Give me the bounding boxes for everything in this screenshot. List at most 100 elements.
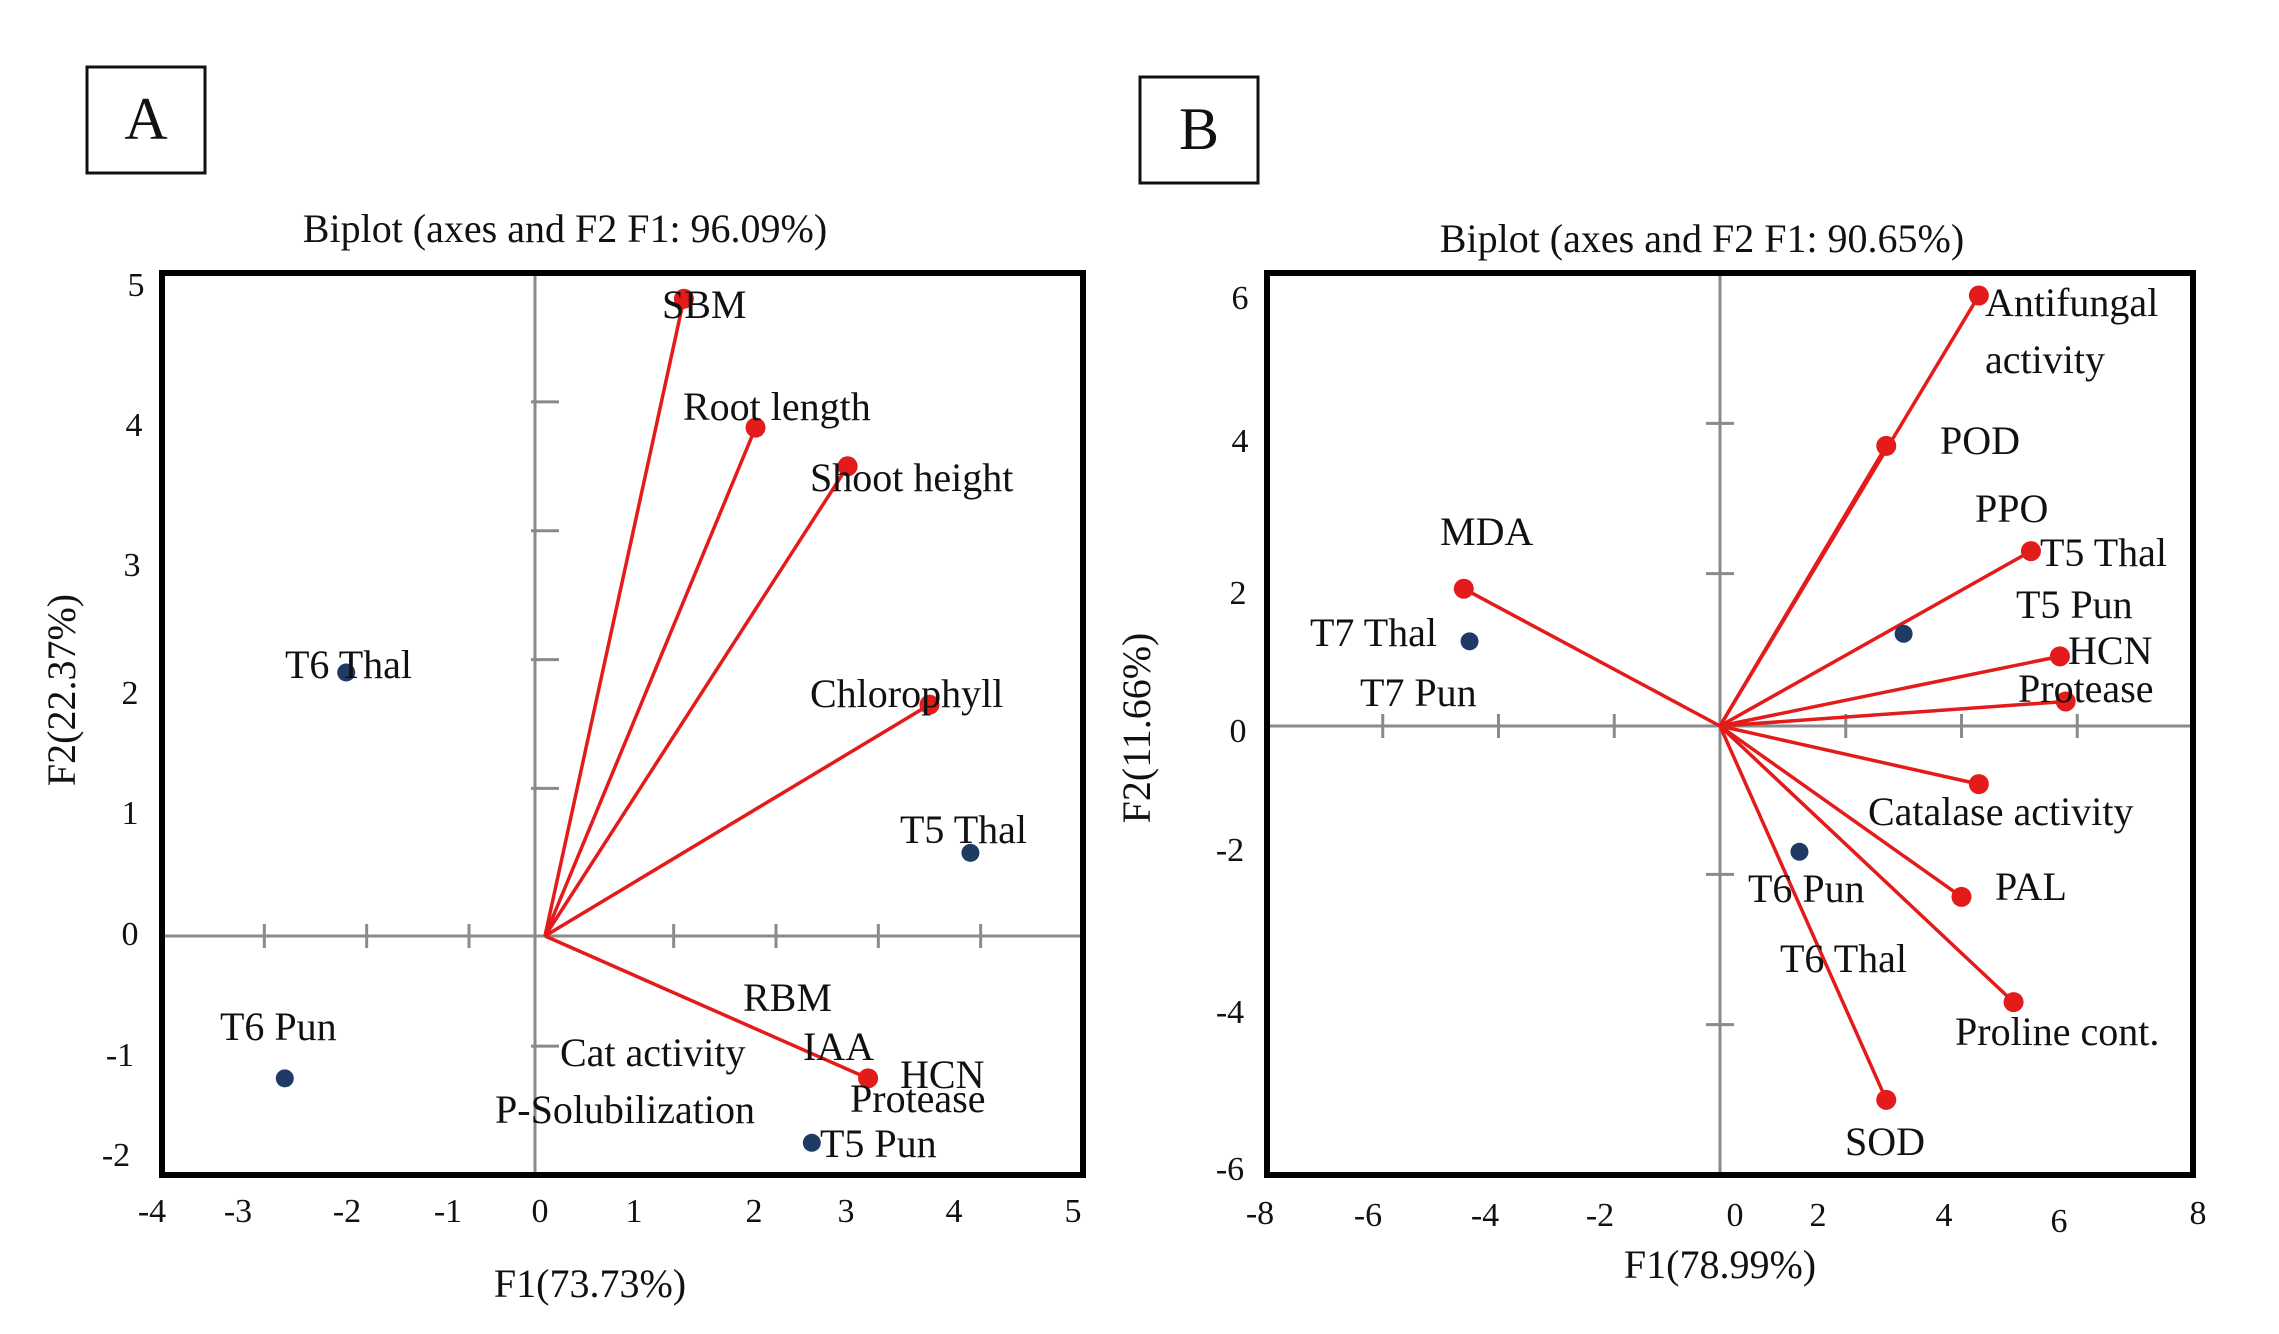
- observation-label: T7 Thal: [1310, 610, 1437, 655]
- variable-label: activity: [1985, 337, 2105, 382]
- x-tick-label: 0: [1727, 1197, 1744, 1234]
- panel-b-observations: [1461, 625, 1913, 861]
- variable-label: SBM: [662, 282, 747, 327]
- loading-vector: [1720, 446, 1886, 726]
- loading-vector: [1720, 551, 2031, 726]
- y-tick-label: 3: [124, 547, 141, 584]
- loading-point: [1952, 887, 1972, 907]
- variable-label: MDA: [1440, 509, 1533, 554]
- x-tick-label: 8: [2190, 1195, 2207, 1232]
- panel-a-y-tick-labels: 5 4 3 2 1 0 -1 -2: [102, 267, 145, 1174]
- loading-vector: [545, 705, 930, 936]
- panel-b-x-tick-labels: -8 -6 -4 -2 0 2 4 6 8: [1246, 1195, 2207, 1240]
- observation-label: T5 Pun: [820, 1121, 937, 1166]
- loading-vector: [545, 299, 684, 936]
- x-tick-label: 6: [2051, 1203, 2068, 1240]
- x-tick-label: -4: [138, 1193, 166, 1230]
- observation-point: [1461, 632, 1479, 650]
- y-tick-label: 0: [122, 916, 139, 953]
- y-tick-label: -1: [106, 1037, 134, 1074]
- y-tick-label: 4: [126, 407, 143, 444]
- x-tick-label: 5: [1065, 1193, 1082, 1230]
- y-tick-label: -6: [1216, 1151, 1244, 1188]
- variable-label: Chlorophyll: [810, 671, 1003, 716]
- observation-label: T5 Thal: [900, 807, 1027, 852]
- variable-label: RBM: [743, 975, 832, 1020]
- y-tick-label: -2: [102, 1137, 130, 1174]
- loading-point: [1454, 579, 1474, 599]
- observation-label: T6 Pun: [220, 1004, 337, 1049]
- x-tick-label: 2: [1810, 1197, 1827, 1234]
- panel-b-label: B: [1179, 96, 1219, 162]
- variable-label: Antifungal: [1985, 280, 2158, 325]
- panel-b-vectors: [1454, 286, 2076, 1110]
- panel-a-label: A: [124, 86, 167, 152]
- x-tick-label: -3: [224, 1193, 252, 1230]
- x-tick-label: -2: [1586, 1197, 1614, 1234]
- panel-b: B Biplot (axes and F2 F1: 90.65%) F1(78.…: [1114, 77, 2207, 1287]
- observation-point: [1895, 625, 1913, 643]
- y-tick-label: 0: [1230, 713, 1247, 750]
- loading-vector: [545, 428, 756, 936]
- observation-point: [276, 1069, 294, 1087]
- loading-point: [1876, 1090, 1896, 1110]
- y-tick-label: 6: [1232, 280, 1249, 317]
- variable-label: Protease: [2018, 666, 2154, 711]
- y-tick-label: -2: [1216, 832, 1244, 869]
- panel-b-observation-labels: T7 Thal T7 Pun T5 Thal T5 Pun T6 Pun T6 …: [1310, 530, 2167, 981]
- variable-label: Protease: [850, 1076, 986, 1121]
- y-tick-label: 1: [122, 795, 139, 832]
- observation-label: T5 Pun: [2016, 582, 2133, 627]
- panel-a: A Biplot (axes and F2 F1: 96.09%) F1(73.…: [39, 67, 1083, 1306]
- panel-a-title: Biplot (axes and F2 F1: 96.09%): [303, 206, 827, 251]
- y-tick-label: 4: [1232, 423, 1249, 460]
- loading-point: [1876, 436, 1896, 456]
- observation-point: [803, 1134, 821, 1152]
- x-tick-label: 1: [626, 1193, 643, 1230]
- figure: A Biplot (axes and F2 F1: 96.09%) F1(73.…: [0, 0, 2279, 1334]
- y-tick-label: 2: [1230, 575, 1247, 612]
- x-tick-label: 0: [532, 1193, 549, 1230]
- variable-label: POD: [1940, 418, 2020, 463]
- variable-label: Cat activity: [560, 1030, 746, 1075]
- x-tick-label: -2: [333, 1193, 361, 1230]
- variable-label: Root length: [683, 384, 871, 429]
- y-tick-label: -4: [1216, 994, 1244, 1031]
- variable-label: Shoot height: [810, 455, 1013, 500]
- variable-label: SOD: [1845, 1119, 1925, 1164]
- x-tick-label: -1: [434, 1193, 462, 1230]
- x-tick-label: 4: [946, 1193, 963, 1230]
- loading-vector: [545, 466, 848, 936]
- panel-a-variable-labels: SBM Root length Shoot height Chlorophyll…: [495, 282, 1013, 1132]
- panel-a-x-tick-labels: -4 -3 -2 -1 0 1 2 3 4 5: [138, 1193, 1082, 1230]
- panel-a-y-axis-label: F2(22.37%): [39, 594, 84, 786]
- variable-label: IAA: [803, 1024, 874, 1069]
- x-tick-label: 4: [1936, 1197, 1953, 1234]
- y-tick-label: 5: [128, 267, 145, 304]
- panel-b-y-tick-labels: 6 4 2 0 -2 -4 -6: [1216, 280, 1249, 1188]
- x-tick-label: 3: [838, 1193, 855, 1230]
- x-tick-label: 2: [746, 1193, 763, 1230]
- x-tick-label: -6: [1354, 1197, 1382, 1234]
- variable-label: PAL: [1995, 864, 2067, 909]
- x-tick-label: -8: [1246, 1195, 1274, 1232]
- panel-b-title: Biplot (axes and F2 F1: 90.65%): [1440, 216, 1964, 261]
- loading-vector: [1464, 589, 1720, 726]
- panel-a-x-axis-label: F1(73.73%): [494, 1261, 686, 1306]
- variable-label: P-Solubilization: [495, 1087, 755, 1132]
- loading-point: [2021, 541, 2041, 561]
- variable-label: Proline cont.: [1955, 1009, 2159, 1054]
- loading-point: [2050, 646, 2070, 666]
- variable-label: PPO: [1975, 486, 2048, 531]
- observation-point: [1790, 843, 1808, 861]
- panel-b-y-axis-label: F2(11.66%): [1114, 633, 1159, 824]
- y-tick-label: 2: [122, 675, 139, 712]
- variable-label: Catalase activity: [1868, 789, 2133, 834]
- panel-b-x-axis-label: F1(78.99%): [1624, 1242, 1816, 1287]
- loading-vector: [1720, 726, 1886, 1100]
- observation-label: T6 Thal: [1780, 936, 1907, 981]
- observation-label: T7 Pun: [1360, 670, 1477, 715]
- observation-label: T6 Thal: [285, 642, 412, 687]
- observation-label: T5 Thal: [2040, 530, 2167, 575]
- observation-label: T6 Pun: [1748, 866, 1865, 911]
